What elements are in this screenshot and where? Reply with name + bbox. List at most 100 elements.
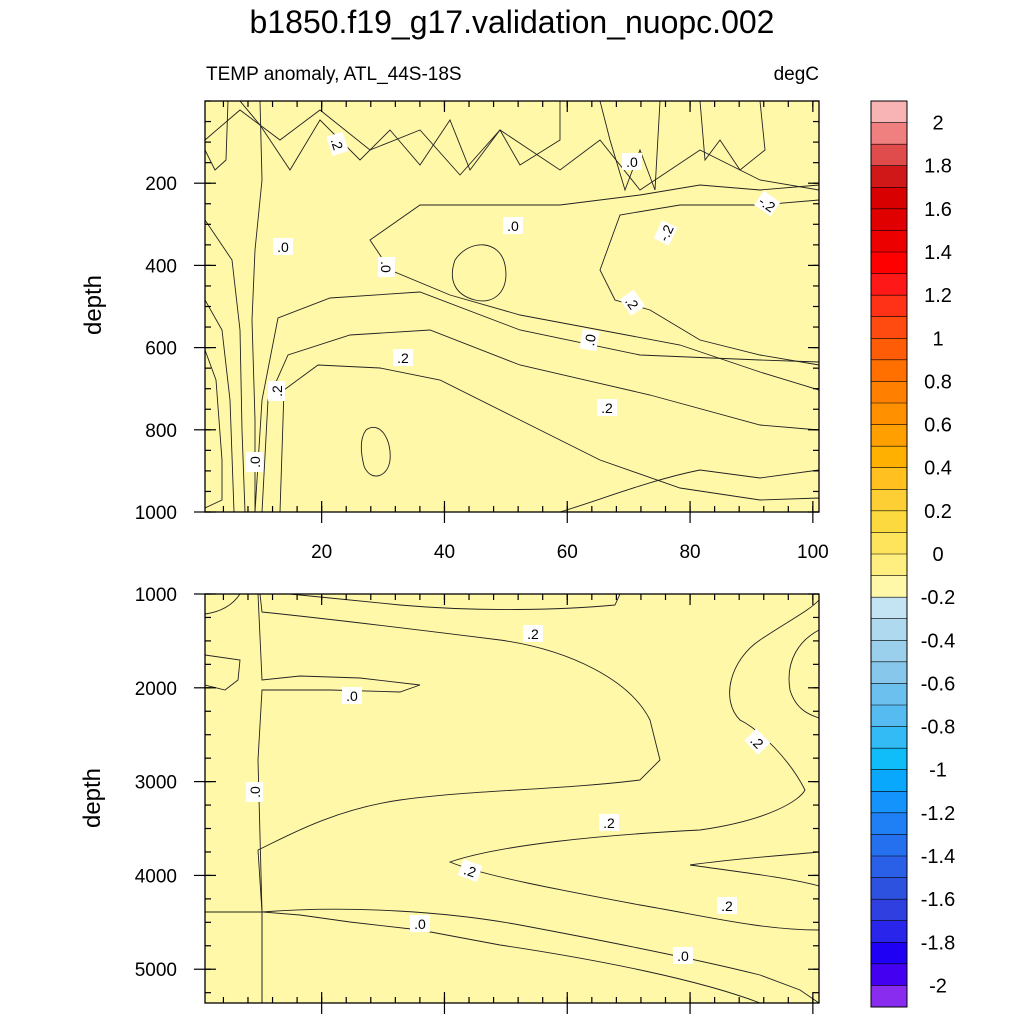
lower-region-pos-bottomleft bbox=[205, 911, 263, 1003]
contour-label-text: .2 bbox=[269, 385, 285, 397]
colorbar-cell bbox=[871, 963, 907, 986]
x-tick-label: 80 bbox=[679, 542, 700, 563]
upper-left-neg3 bbox=[205, 299, 235, 512]
contour-label-bg bbox=[503, 217, 523, 234]
contour-label: .2 bbox=[457, 859, 483, 882]
colorbar-cell bbox=[871, 748, 907, 771]
contour-label: .2 bbox=[268, 381, 285, 401]
x-tick-label: 60 bbox=[557, 542, 578, 563]
colorbar-cell bbox=[871, 985, 907, 1008]
colorbar-cell bbox=[871, 165, 907, 188]
y-tick-label: 800 bbox=[145, 421, 177, 442]
contour-label-bg bbox=[579, 328, 600, 352]
upper-patch-neg2b bbox=[451, 244, 507, 302]
contour-label-text: .0 bbox=[626, 154, 638, 170]
colorbar-tick-label: 1.2 bbox=[924, 285, 952, 307]
upper-field bbox=[205, 101, 819, 512]
upper-topband-neg2 bbox=[699, 101, 766, 171]
colorbar-cell bbox=[871, 122, 907, 145]
lower-region-pos4 bbox=[788, 629, 819, 719]
colorbar-tick-label: 0 bbox=[932, 544, 943, 566]
colorbar-tick-label: 0.8 bbox=[924, 371, 952, 393]
upper-region-neg1 bbox=[369, 184, 819, 391]
upper-left-neg1 bbox=[205, 101, 263, 512]
colorbar-cell bbox=[871, 942, 907, 965]
contour-label: .0 bbox=[273, 238, 293, 255]
colorbar-tick-label: -1 bbox=[929, 760, 947, 782]
y-tick-label: 4000 bbox=[135, 866, 177, 887]
contour-label-text: .2 bbox=[328, 136, 347, 152]
colorbar-cell bbox=[871, 489, 907, 512]
lower-region-pos3 bbox=[289, 594, 621, 610]
colorbar-tick-label: -0.8 bbox=[921, 717, 955, 739]
upper-left-neg4 bbox=[205, 349, 223, 509]
contour-label: .2 bbox=[326, 131, 349, 156]
lower-region-pos4b bbox=[689, 851, 819, 887]
y-tick-label: 200 bbox=[145, 174, 177, 195]
colorbar-tick-label: 2 bbox=[932, 113, 943, 135]
colorbar-tick-label: 1.8 bbox=[924, 156, 952, 178]
contour-label-text: -.2 bbox=[655, 222, 676, 244]
colorbar-cell bbox=[871, 532, 907, 555]
lower-region-neg-bottom bbox=[261, 908, 819, 1003]
contour-labels: .2 .0 -.2 .0 .0 -.2 .2 .0 .0 .2 .2 .2 .0 .2 .0 .2 .0 .2 .2… bbox=[246, 131, 781, 964]
colorbar-cell bbox=[871, 726, 907, 749]
colorbar-cell bbox=[871, 446, 907, 469]
colorbar-tick-label: 1.4 bbox=[924, 242, 952, 264]
upper-topband-neg3 bbox=[205, 101, 229, 171]
colorbar-cell bbox=[871, 554, 907, 576]
contour-label-text: .0 bbox=[346, 688, 358, 704]
contour-label-text: .0 bbox=[247, 786, 263, 798]
contour-label-bg bbox=[273, 238, 293, 255]
y-tick-label: 400 bbox=[145, 256, 177, 277]
contour-label: .2 bbox=[744, 728, 771, 755]
colorbar-cell bbox=[871, 424, 907, 447]
contour-label-text: .0 bbox=[414, 916, 426, 932]
contour-label-bg bbox=[744, 728, 771, 755]
contour-label-text: .0 bbox=[677, 948, 689, 964]
colorbar: 2 1.8 1.6 1.4 1.2 1 0.8 0.6 0.4 0.2 0 -0.2 -0.4 -0.6 -… bbox=[870, 100, 955, 1008]
colorbar-cell bbox=[871, 683, 907, 706]
colorbar-cell bbox=[871, 834, 907, 857]
contour-label-bg bbox=[653, 220, 678, 246]
upper-region-pos4 bbox=[279, 364, 819, 512]
colorbar-tick-label: 0.4 bbox=[924, 458, 952, 480]
contour-label: .0 bbox=[579, 328, 600, 352]
upper-topband-pos bbox=[239, 101, 561, 171]
x-tick-label: 100 bbox=[797, 542, 829, 563]
colorbar-frame bbox=[870, 100, 908, 1008]
contour-label-bg bbox=[622, 153, 642, 170]
colorbar-tick-label: -1.2 bbox=[921, 803, 955, 825]
chart-title: b1850.f19_g17.validation_nuopc.002 bbox=[250, 4, 775, 40]
contour-label: .2 bbox=[393, 349, 413, 366]
contour-label-bg bbox=[673, 947, 693, 964]
contour-label-bg bbox=[599, 814, 619, 831]
contour-label: .0 bbox=[622, 153, 642, 170]
contour-label-text: -.2 bbox=[756, 193, 779, 216]
contour-label-text: .0 bbox=[378, 261, 394, 273]
contour-label: .2 bbox=[619, 289, 646, 316]
y-tick-label: 1000 bbox=[135, 585, 177, 606]
colorbar-cell bbox=[871, 208, 907, 231]
colorbar-tick-label: -0.6 bbox=[921, 673, 955, 695]
contour-label-bg bbox=[268, 381, 285, 401]
contour-label-bg bbox=[457, 859, 483, 882]
colorbar-cell bbox=[871, 899, 907, 922]
contour-label-bg bbox=[378, 257, 395, 277]
colorbar-cell bbox=[871, 101, 907, 123]
colorbar-tick-label: -0.4 bbox=[921, 630, 955, 652]
colorbar-tick-label: -1.6 bbox=[921, 889, 955, 911]
upper-ylabel: depth bbox=[80, 275, 107, 335]
colorbar-cell bbox=[871, 618, 907, 641]
colorbar-cell bbox=[871, 705, 907, 727]
x-tick-label: 20 bbox=[311, 542, 332, 563]
lower-field bbox=[205, 594, 819, 1003]
contour-label: .0 bbox=[673, 947, 693, 964]
lower-region-pos2 bbox=[257, 594, 819, 1003]
upper-region-pos3 bbox=[261, 329, 819, 512]
contour-label-text: .0 bbox=[277, 239, 289, 255]
colorbar-tick-label: -1.8 bbox=[921, 932, 955, 954]
contour-label-text: .2 bbox=[462, 861, 479, 880]
colorbar-tick-label: -0.2 bbox=[921, 587, 955, 609]
